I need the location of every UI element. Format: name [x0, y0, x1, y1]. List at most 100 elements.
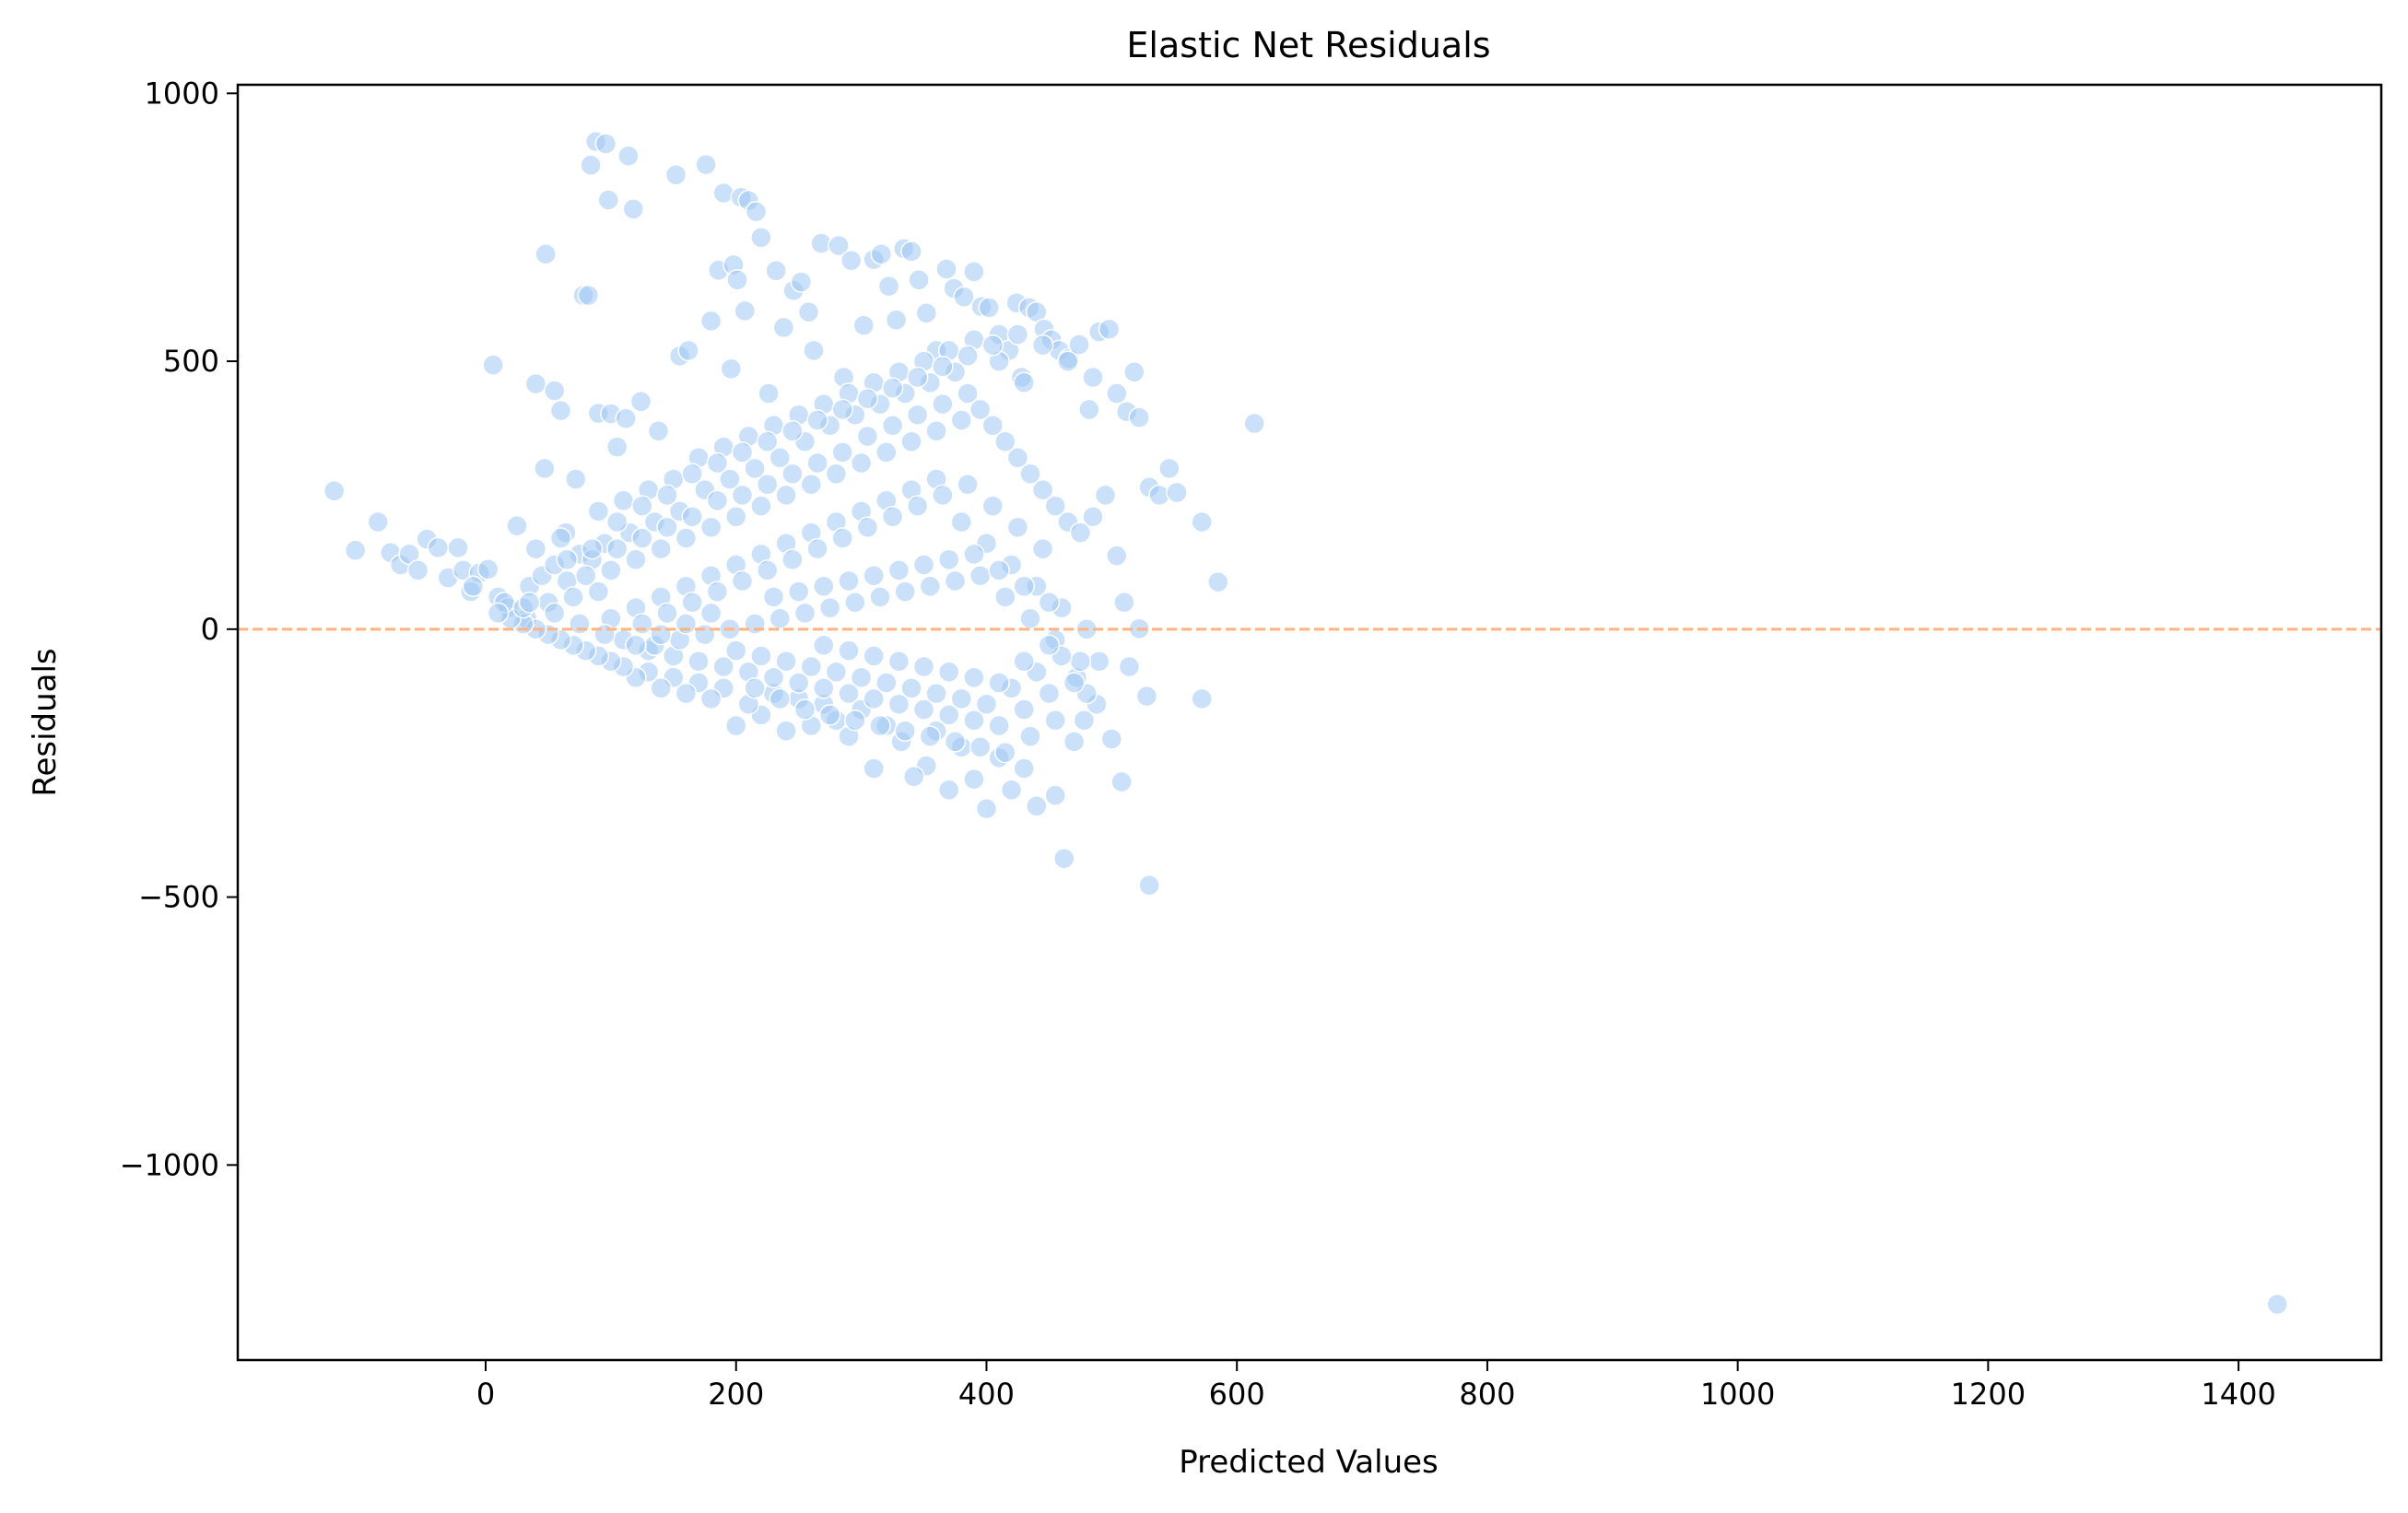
- scatter-point: [605, 537, 628, 560]
- scatter-point: [656, 516, 678, 539]
- scatter-point: [534, 457, 556, 480]
- scatter-point: [577, 284, 600, 307]
- scatter-point: [856, 516, 879, 539]
- scatter-point: [706, 452, 729, 475]
- scatter-point: [569, 613, 591, 635]
- scatter-point: [699, 310, 722, 333]
- scatter-point: [367, 510, 389, 534]
- scatter-point: [944, 731, 967, 753]
- scatter-point: [950, 510, 973, 534]
- scatter-point: [775, 650, 797, 673]
- scatter-point: [565, 468, 587, 490]
- scatter-point: [1113, 591, 1135, 614]
- scatter-point: [726, 268, 748, 291]
- scatter-point: [1191, 687, 1213, 710]
- scatter-point: [650, 623, 672, 646]
- scatter-point: [762, 586, 785, 608]
- scatter-point: [781, 548, 804, 570]
- scatter-point: [534, 243, 557, 265]
- scatter-point: [612, 489, 635, 512]
- scatter-point: [969, 398, 992, 421]
- scatter-point: [953, 286, 975, 309]
- scatter-point: [699, 516, 722, 539]
- scatter-point: [900, 677, 922, 699]
- scatter-point: [1191, 510, 1213, 534]
- scatter-point: [699, 687, 722, 710]
- scatter-point: [908, 268, 930, 291]
- scatter-point: [803, 339, 825, 362]
- scatter-point: [323, 480, 346, 502]
- scatter-point: [476, 557, 499, 581]
- scatter-point: [800, 655, 823, 678]
- scatter-point: [706, 581, 729, 603]
- scatter-point: [647, 419, 670, 442]
- scatter-point: [906, 495, 929, 517]
- scatter-point: [462, 575, 485, 598]
- scatter-point: [745, 201, 768, 223]
- scatter-point: [937, 661, 960, 684]
- scatter-point: [756, 559, 779, 581]
- scatter-point: [887, 693, 910, 715]
- scatter-point: [625, 634, 647, 657]
- scatter-point: [1031, 478, 1054, 501]
- scatter-point: [1013, 575, 1035, 598]
- y-tick-label: −500: [138, 880, 219, 915]
- y-axis-label: Residuals: [27, 648, 64, 796]
- scatter-point: [574, 564, 597, 587]
- scatter-point: [856, 388, 879, 410]
- scatter-point: [750, 495, 772, 517]
- scatter-point: [650, 537, 672, 560]
- scatter-point: [790, 271, 813, 293]
- scatter-point: [769, 607, 792, 629]
- scatter-point: [406, 559, 429, 581]
- scatter-point: [831, 441, 853, 463]
- scatter-point: [629, 390, 652, 413]
- scatter-point: [1013, 698, 1035, 721]
- scatter-point: [675, 613, 698, 635]
- scatter-point: [580, 154, 602, 176]
- scatter-point: [656, 484, 678, 507]
- scatter-point: [881, 505, 904, 528]
- scatter-point: [487, 602, 510, 625]
- scatter-point: [1038, 682, 1061, 705]
- scatter-point: [744, 613, 766, 635]
- points-layer: [323, 130, 2288, 1316]
- scatter-point: [781, 463, 804, 485]
- scatter-point: [944, 569, 967, 592]
- scatter-point: [981, 334, 1004, 357]
- scatter-point: [344, 539, 367, 562]
- scatter-point: [813, 575, 835, 598]
- scatter-point: [1106, 545, 1128, 567]
- scatter-point: [562, 586, 584, 608]
- scatter-point: [912, 554, 935, 576]
- scatter-point: [758, 382, 780, 405]
- scatter-point: [925, 682, 947, 705]
- scatter-point: [2266, 1293, 2288, 1316]
- scatter-point: [831, 527, 853, 549]
- scatter-point: [881, 415, 904, 437]
- scatter-point: [556, 548, 579, 570]
- scatter-point: [787, 581, 810, 603]
- scatter-point: [1118, 655, 1141, 678]
- scatter-point: [593, 623, 616, 646]
- scatter-point: [863, 645, 885, 667]
- scatter-point: [975, 693, 998, 715]
- scatter-point: [675, 527, 698, 549]
- scatter-point: [957, 382, 979, 405]
- scatter-point: [787, 672, 810, 694]
- scatter-point: [1031, 537, 1054, 560]
- scatter-point: [950, 687, 973, 710]
- scatter-point: [1019, 463, 1041, 485]
- scatter-point: [969, 564, 992, 587]
- scatter-point: [877, 275, 900, 298]
- scatter-point: [850, 452, 873, 475]
- scatter-point: [677, 339, 699, 362]
- scatter-point: [1063, 672, 1086, 694]
- scatter-point: [427, 536, 450, 559]
- scatter-point: [863, 687, 885, 710]
- scatter-point: [902, 765, 925, 788]
- x-tick-label: 0: [476, 1377, 495, 1412]
- scatter-point: [988, 672, 1010, 694]
- y-tick-label: 0: [201, 612, 219, 647]
- scatter-point: [1019, 725, 1041, 747]
